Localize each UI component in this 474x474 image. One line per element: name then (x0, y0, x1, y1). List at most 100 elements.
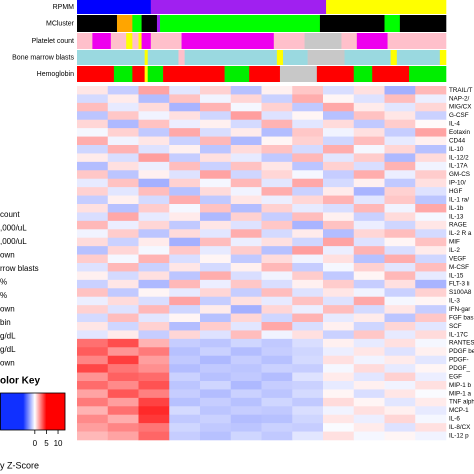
heatmap-cell (323, 229, 355, 239)
heatmap-cell (384, 237, 416, 247)
heatmap-cell (292, 102, 324, 112)
row-label: IL-4 (449, 121, 460, 128)
heatmap-cell (169, 161, 201, 171)
heatmap-cell (415, 136, 447, 146)
heatmap-cell (230, 355, 262, 365)
heatmap-cell (353, 296, 385, 306)
heatmap-cell (169, 288, 201, 298)
heatmap-cell (200, 431, 232, 441)
heatmap-cell (77, 263, 109, 272)
heatmap-cell (415, 119, 447, 129)
row-label: RANTES (449, 340, 474, 347)
key-gradient (9, 393, 11, 430)
heatmap-cell (200, 254, 232, 264)
track-segment (396, 50, 441, 65)
row-label: NAP-2/ (449, 95, 470, 102)
track-segment (126, 33, 133, 49)
heatmap-cell (138, 111, 170, 121)
heatmap-cell (169, 212, 201, 222)
heatmap-cell (292, 305, 324, 314)
heatmap-cell (138, 254, 170, 264)
heatmap-cell (384, 86, 416, 95)
track-segment (132, 15, 142, 32)
track-segment (156, 15, 161, 32)
heatmap-cell (261, 330, 293, 340)
heatmap-cell (77, 136, 109, 146)
heatmap-cell (384, 229, 416, 239)
heatmap-cell (138, 406, 170, 416)
heatmap-cell (415, 431, 447, 441)
heatmap-cell (230, 305, 262, 314)
legend-item: count (0, 210, 20, 219)
heatmap-cell (261, 128, 293, 137)
heatmap-cell (200, 204, 232, 213)
key-gradient (54, 393, 56, 430)
heatmap-cell (292, 153, 324, 163)
heatmap-cell (138, 128, 170, 137)
heatmap-cell (292, 431, 324, 441)
heatmap-cell (261, 381, 293, 390)
heatmap-cell (230, 195, 262, 205)
heatmap-cell (138, 397, 170, 407)
heatmap-cell (261, 212, 293, 222)
heatmap-cell (261, 161, 293, 171)
heatmap-cell (384, 102, 416, 112)
key-gradient (62, 393, 64, 430)
heatmap-cell (415, 94, 447, 104)
heatmap-cell (230, 330, 262, 340)
heatmap-cell (323, 237, 355, 247)
heatmap-cell (415, 288, 447, 298)
heatmap-cell (415, 279, 447, 289)
heatmap-cell (384, 178, 416, 188)
heatmap-cell (353, 94, 385, 104)
row-label: M-CSF (449, 264, 469, 271)
heatmap-cell (415, 263, 447, 272)
heatmap-cell (353, 86, 385, 95)
track-segment (116, 15, 133, 32)
heatmap-cell (384, 153, 416, 163)
heatmap-cell (230, 296, 262, 306)
heatmap-cell (353, 288, 385, 298)
heatmap-cell (292, 330, 324, 340)
heatmap-cell (138, 153, 170, 163)
heatmap-cell (107, 296, 139, 306)
heatmap-cell (169, 423, 201, 432)
heatmap-cell (200, 246, 232, 255)
heatmap-cell (415, 322, 447, 331)
heatmap-cell (261, 86, 293, 95)
heatmap-cell (230, 271, 262, 281)
heatmap-cell (77, 330, 109, 340)
heatmap-cell (200, 271, 232, 281)
heatmap-cell (415, 338, 447, 348)
track-segment (390, 50, 398, 65)
heatmap-cell (415, 128, 447, 137)
legend-item: g/dL (0, 345, 16, 354)
heatmap-cell (138, 204, 170, 213)
key-gradient (1, 393, 3, 430)
heatmap-cell (384, 246, 416, 255)
heatmap-cell (384, 364, 416, 373)
row-label: VEGF (449, 255, 466, 262)
key-gradient (45, 393, 47, 430)
heatmap-cell (230, 414, 262, 424)
row-label: IL-17A (449, 163, 468, 170)
heatmap-cell (169, 322, 201, 331)
key-gradient (31, 393, 33, 430)
heatmap-cell (107, 246, 139, 255)
heatmap-cell (292, 406, 324, 416)
track-segment (304, 33, 342, 49)
heatmap-cell (323, 288, 355, 298)
heatmap-cell (138, 145, 170, 154)
heatmap-cell (77, 338, 109, 348)
heatmap-cell (138, 119, 170, 129)
heatmap-cell (384, 381, 416, 390)
row-label: CD44 (449, 137, 466, 144)
heatmap-cell (353, 414, 385, 424)
heatmap-cell (292, 254, 324, 264)
row-label: IL-12 p (449, 432, 469, 439)
key-gradient (6, 393, 8, 430)
heatmap-cell (353, 195, 385, 205)
heatmap-cell (353, 136, 385, 146)
heatmap-cell (353, 128, 385, 137)
heatmap-cell (384, 423, 416, 432)
